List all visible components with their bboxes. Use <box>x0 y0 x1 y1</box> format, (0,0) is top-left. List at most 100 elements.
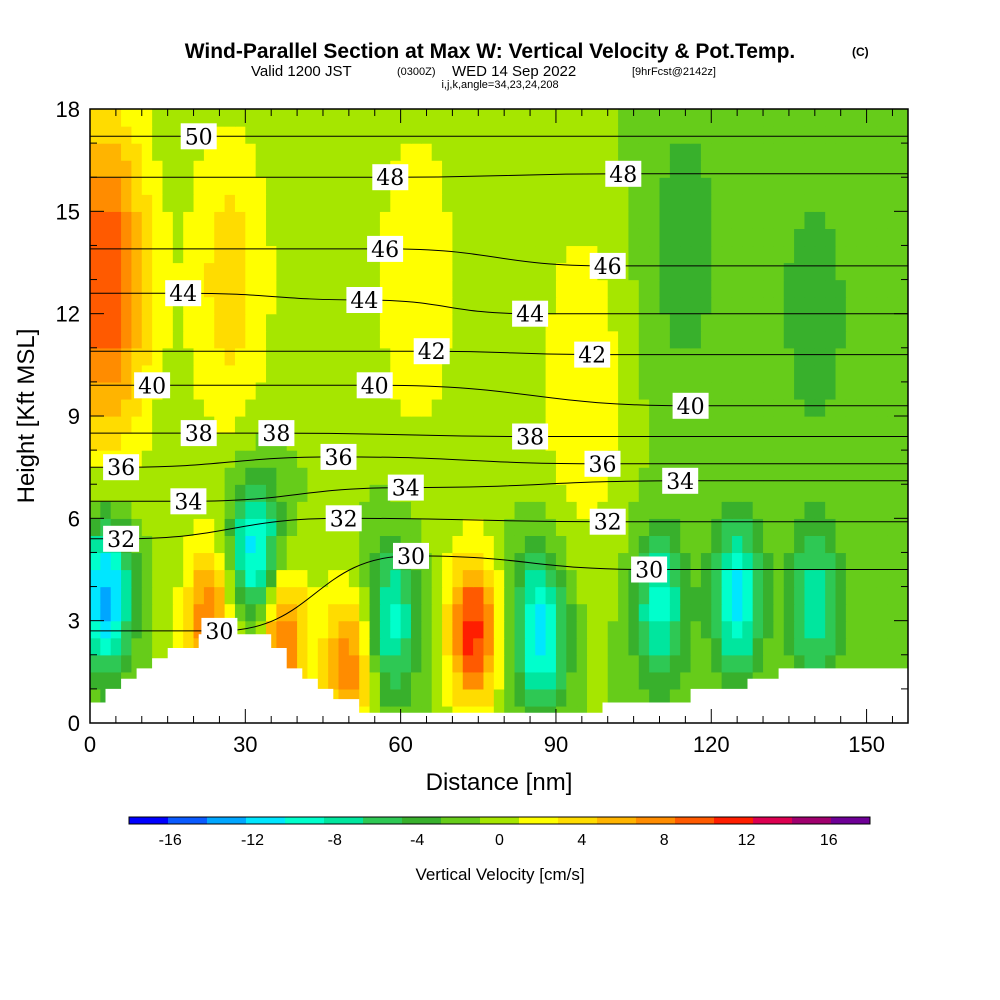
velocity-cell <box>680 637 692 656</box>
velocity-cell <box>638 433 650 451</box>
velocity-cell <box>773 194 785 212</box>
velocity-cell <box>110 416 122 434</box>
velocity-cell <box>555 177 567 195</box>
velocity-cell <box>152 109 164 127</box>
velocity-cell <box>245 467 257 485</box>
velocity-cell <box>618 381 630 400</box>
velocity-cell <box>835 620 847 639</box>
velocity-cell <box>203 518 215 536</box>
velocity-cell <box>452 160 464 178</box>
velocity-cell <box>90 194 101 212</box>
velocity-cell <box>338 279 350 298</box>
velocity-cell <box>493 228 505 247</box>
velocity-cell <box>245 535 257 554</box>
velocity-cell <box>317 177 329 195</box>
velocity-cell <box>307 313 319 332</box>
velocity-cell <box>183 569 195 588</box>
velocity-cell <box>379 603 391 622</box>
velocity-cell <box>410 501 422 519</box>
velocity-cell <box>328 262 340 281</box>
velocity-cell <box>897 637 908 656</box>
velocity-cell <box>680 671 692 690</box>
velocity-cell <box>400 262 412 281</box>
velocity-cell <box>152 194 164 212</box>
velocity-cell <box>245 126 257 144</box>
velocity-cell <box>866 654 878 673</box>
velocity-cell <box>897 160 908 178</box>
velocity-cell <box>286 194 298 212</box>
velocity-cell <box>172 330 184 349</box>
velocity-cell <box>276 126 288 144</box>
velocity-cell <box>524 211 536 229</box>
velocity-cell <box>835 211 847 229</box>
velocity-cell <box>721 671 733 690</box>
velocity-cell <box>504 416 516 434</box>
velocity-cell <box>483 313 495 332</box>
velocity-cell <box>421 160 433 178</box>
velocity-cell <box>152 416 164 434</box>
velocity-cell <box>835 313 847 332</box>
velocity-cell <box>866 637 878 656</box>
velocity-cell <box>866 552 878 571</box>
velocity-cell <box>587 398 598 417</box>
velocity-cell <box>473 126 485 144</box>
velocity-cell <box>876 364 888 383</box>
velocity-cell <box>763 654 774 673</box>
velocity-cell <box>535 262 547 281</box>
velocity-cell <box>804 586 816 605</box>
theta-contour-label: 44 <box>512 300 549 328</box>
velocity-cell <box>607 211 619 229</box>
velocity-cell <box>887 603 899 622</box>
velocity-cell <box>845 194 857 212</box>
velocity-cell <box>587 177 598 195</box>
velocity-cell <box>483 262 495 281</box>
velocity-cell <box>638 586 650 605</box>
velocity-cell <box>348 330 360 349</box>
colorbar-swatch <box>714 817 754 824</box>
velocity-cell <box>400 279 412 298</box>
velocity-cell <box>649 620 661 639</box>
velocity-cell <box>338 688 350 707</box>
velocity-cell <box>607 143 619 161</box>
velocity-cell <box>307 330 319 349</box>
velocity-cell <box>493 364 505 383</box>
velocity-cell <box>721 296 733 315</box>
velocity-cell <box>276 347 288 366</box>
colorbar-tick-label: -4 <box>410 832 424 849</box>
theta-contour-line <box>90 555 908 632</box>
velocity-cell <box>183 330 195 349</box>
velocity-cell <box>814 484 826 502</box>
velocity-cell <box>514 484 526 502</box>
velocity-cell <box>369 586 381 605</box>
velocity-cell <box>597 535 609 554</box>
velocity-cell <box>721 620 733 639</box>
velocity-cell <box>783 364 795 383</box>
velocity-cell <box>607 484 619 502</box>
velocity-cell <box>576 586 588 605</box>
velocity-cell <box>742 450 754 468</box>
velocity-cell <box>452 126 464 144</box>
velocity-cell <box>742 620 754 639</box>
velocity-cell <box>731 467 743 485</box>
velocity-cell <box>504 603 516 622</box>
velocity-cell <box>897 654 908 673</box>
velocity-cell <box>348 160 360 178</box>
velocity-cell <box>555 296 567 315</box>
velocity-cell <box>524 262 536 281</box>
velocity-cell <box>814 330 826 349</box>
velocity-cell <box>442 262 453 281</box>
velocity-cell <box>276 586 288 605</box>
velocity-cell <box>555 194 567 212</box>
velocity-cell <box>255 262 267 281</box>
velocity-cell <box>514 228 526 247</box>
velocity-cell <box>483 620 495 639</box>
velocity-cell <box>328 160 340 178</box>
velocity-cell <box>897 109 908 127</box>
velocity-cell <box>628 501 640 519</box>
velocity-cell <box>711 501 723 519</box>
velocity-cell <box>162 262 174 281</box>
velocity-cell <box>783 620 795 639</box>
velocity-cell <box>203 586 215 605</box>
colorbar-swatch <box>519 817 559 824</box>
velocity-cell <box>783 518 795 536</box>
